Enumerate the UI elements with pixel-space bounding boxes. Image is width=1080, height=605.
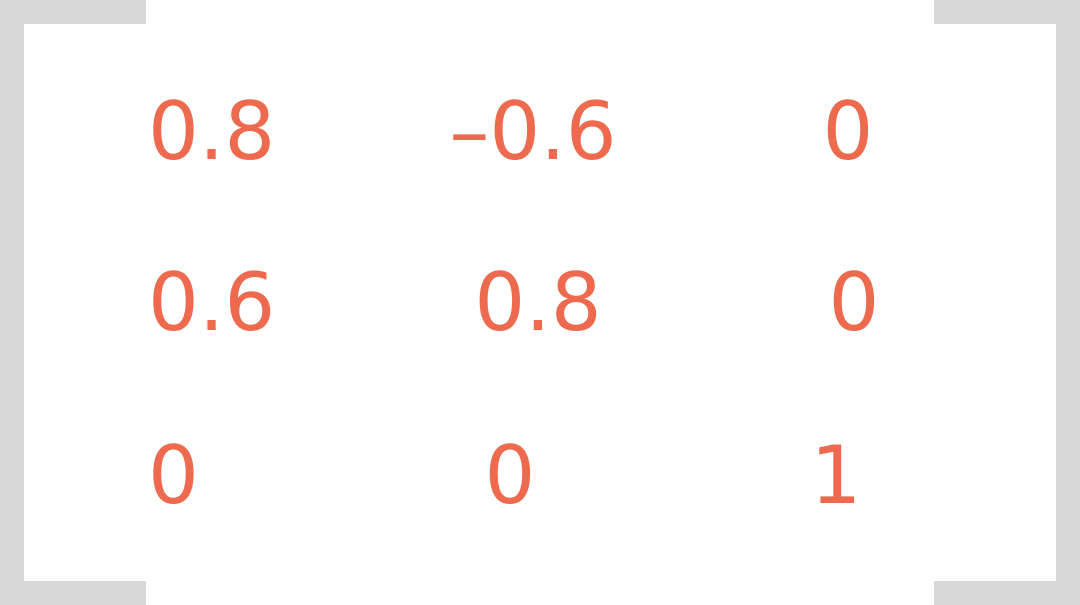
matrix-cell-r2-c2: 0.8 <box>474 256 602 349</box>
matrix-cell-r1-c2: –0.6 <box>449 85 617 178</box>
matrix-cell-r1-c1: 0.8 <box>148 85 276 178</box>
right-bracket-bottom-serif <box>934 581 1080 605</box>
right-bracket-top-serif <box>934 0 1080 24</box>
matrix-cell-r2-c3: 0 <box>828 256 880 349</box>
matrix-cell-r3-c3: 1 <box>810 429 862 522</box>
right-bracket <box>934 0 1080 605</box>
matrix-cell-r3-c2: 0 <box>484 429 536 522</box>
right-bracket-vertical <box>1056 0 1080 605</box>
left-bracket-top-serif <box>0 0 146 24</box>
left-bracket-bottom-serif <box>0 581 146 605</box>
left-bracket <box>0 0 146 605</box>
left-bracket-vertical <box>0 0 24 605</box>
matrix-cell-r3-c1: 0 <box>148 429 199 522</box>
matrix-cell-r1-c3: 0 <box>822 85 874 178</box>
matrix-cell-r2-c1: 0.6 <box>148 256 276 349</box>
